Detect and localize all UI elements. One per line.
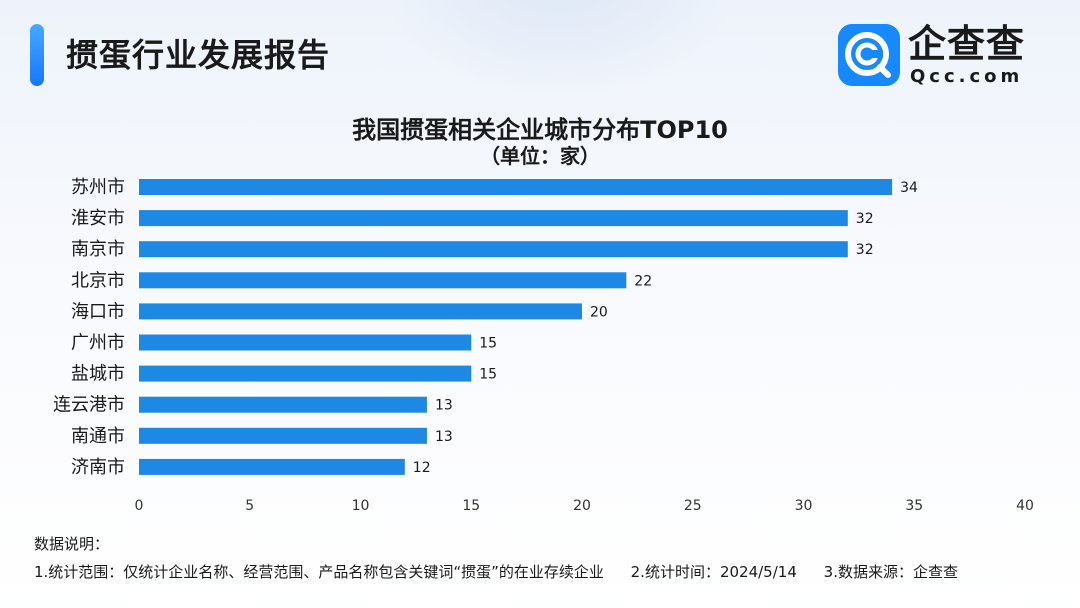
data-label: 32	[856, 211, 874, 227]
bar	[139, 272, 627, 289]
category-label: 北京市	[71, 270, 125, 291]
data-label: 12	[413, 460, 431, 476]
chart-subtitle: （单位：家）	[480, 144, 600, 168]
x-tick-label: 10	[352, 498, 370, 514]
category-label: 南通市	[71, 426, 125, 447]
x-tick-label: 0	[135, 498, 144, 514]
x-tick-label: 15	[462, 498, 480, 514]
category-label: 广州市	[71, 333, 125, 354]
category-label: 海口市	[71, 301, 125, 322]
bar	[139, 396, 427, 413]
bar	[139, 334, 472, 351]
category-label: 连云港市	[53, 395, 125, 416]
x-tick-label: 25	[684, 498, 702, 514]
notes-line: 1.统计范围：仅统计企业名称、经营范围、产品名称包含关键词“掼蛋”的在业存续企业…	[34, 561, 980, 582]
bar	[139, 241, 848, 258]
data-label: 13	[435, 398, 453, 414]
logo-domain: Qcc.com	[910, 66, 1024, 87]
data-label: 34	[900, 180, 918, 196]
bar	[139, 210, 848, 227]
category-label: 苏州市	[71, 177, 125, 198]
x-tick-label: 40	[1016, 498, 1034, 514]
category-label: 济南市	[71, 457, 125, 478]
bar	[139, 365, 472, 382]
notes-heading: 数据说明：	[34, 535, 110, 553]
x-tick-label: 20	[573, 498, 591, 514]
data-label: 13	[435, 429, 453, 445]
x-tick-label: 30	[795, 498, 813, 514]
data-label: 15	[479, 336, 497, 352]
category-label: 淮安市	[71, 208, 125, 229]
note-scope: 1.统计范围：仅统计企业名称、经营范围、产品名称包含关键词“掼蛋”的在业存续企业	[34, 563, 604, 581]
page-title: 掼蛋行业发展报告	[66, 36, 331, 74]
note-date: 2.统计时间：2024/5/14	[630, 563, 797, 581]
bar	[139, 427, 427, 444]
data-label: 15	[479, 367, 497, 383]
chart-title: 我国掼蛋相关企业城市分布TOP10	[352, 116, 728, 144]
category-label: 盐城市	[71, 364, 125, 385]
bar	[139, 179, 893, 195]
bar	[139, 458, 405, 475]
qcc-logo-icon	[838, 24, 900, 86]
category-label: 南京市	[71, 239, 125, 260]
data-label: 32	[856, 242, 874, 258]
bar	[139, 303, 582, 320]
data-label: 22	[634, 273, 652, 289]
header-accent-bar	[30, 24, 44, 86]
note-source: 3.数据来源：企查查	[823, 563, 958, 581]
x-tick-label: 35	[905, 498, 923, 514]
x-tick-label: 5	[245, 498, 254, 514]
logo-name: 企查查	[908, 22, 1026, 66]
data-label: 20	[590, 304, 608, 320]
